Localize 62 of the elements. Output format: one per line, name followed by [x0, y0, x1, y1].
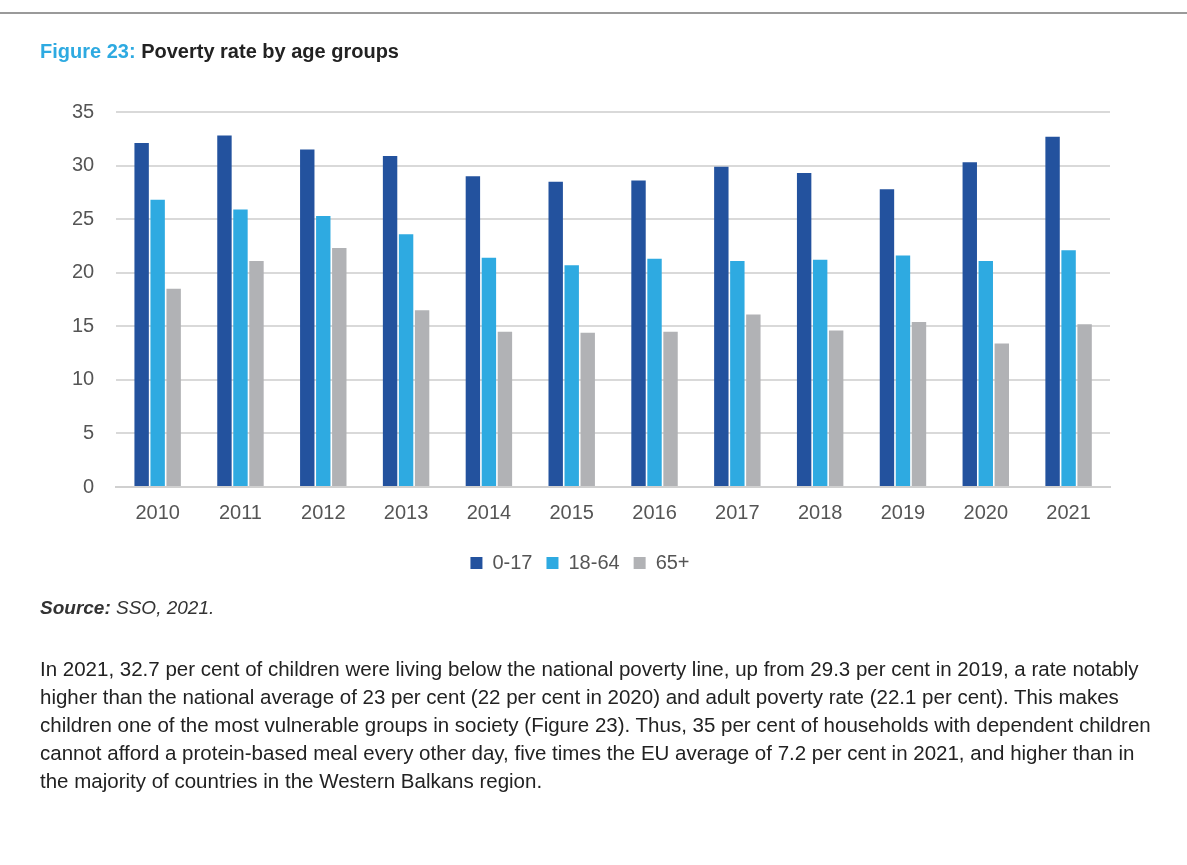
- bar: [911, 322, 927, 486]
- bar: [166, 288, 181, 486]
- bar: [481, 257, 497, 486]
- x-tick-label: 2012: [301, 500, 346, 523]
- x-tick-label: 2017: [715, 500, 760, 523]
- x-tick-label: 2020: [963, 500, 1009, 523]
- bar: [978, 260, 993, 486]
- x-tick-label: 2021: [1046, 500, 1091, 523]
- bar: [548, 181, 563, 486]
- bar: [994, 343, 1009, 486]
- y-tick-label: 35: [72, 99, 95, 122]
- y-tick-label: 20: [72, 260, 95, 283]
- bar: [497, 331, 513, 486]
- bar: [812, 259, 828, 486]
- bar: [300, 149, 315, 486]
- text: In 2021, 32.7 per cent of children were living below the national poverty line, up from 29.3 per cent in 2019, a rate notably higher than the national average of 23 per cent (22 per cent in 2020) and adult poverty rate (22.1 per cent). This makes children one of the most vulnerable groups in society (Figure 23). Thus, 35 per cent of households with dependent children cannot afford a protein-based meal every other day, five times the EU average of 7.2 per cent in 2021, and higher than in the majority of countries in the Western Balkans region.: [40, 656, 1152, 794]
- bar: [962, 162, 977, 486]
- bar: [414, 310, 430, 486]
- bar: [249, 260, 264, 486]
- x-tick-label: 2010: [135, 500, 180, 523]
- bar: [796, 173, 812, 486]
- x-tick-label: 2019: [880, 500, 926, 523]
- bar: [714, 166, 729, 486]
- bar: [465, 176, 481, 486]
- bar: [1061, 250, 1076, 486]
- x-tick-label: 2015: [549, 500, 594, 523]
- bar: [134, 143, 149, 486]
- bar: [879, 189, 895, 486]
- legend-label: 18-64: [568, 550, 620, 573]
- bar: [895, 255, 911, 486]
- bar: [663, 331, 678, 486]
- bar: [580, 332, 595, 486]
- legend-label: 0-17: [492, 550, 533, 573]
- y-tick-label: 15: [72, 313, 95, 336]
- legend-label: 65+: [655, 550, 690, 573]
- x-tick-label: 2016: [632, 500, 677, 523]
- bar: [398, 234, 414, 486]
- bar: [233, 209, 248, 486]
- bar: [150, 199, 165, 486]
- chart-title: Figure 23: Poverty rate by age groups: [40, 40, 399, 63]
- y-tick-label: 5: [83, 420, 95, 443]
- x-tick-label: 2011: [218, 500, 262, 523]
- bar: [828, 330, 844, 486]
- bar: [217, 135, 232, 486]
- bar: [316, 215, 331, 486]
- bar: [746, 314, 761, 486]
- bar: [647, 258, 662, 486]
- bar: [1077, 324, 1092, 486]
- x-tick-label: 2014: [466, 500, 512, 523]
- x-tick-label: 2013: [383, 500, 429, 523]
- bar: [1045, 136, 1060, 486]
- y-tick-label: 0: [83, 474, 95, 497]
- bar: [631, 180, 646, 486]
- y-tick-label: 30: [72, 153, 95, 176]
- bar: [564, 265, 579, 486]
- x-tick-label: 2018: [797, 500, 843, 523]
- y-tick-label: 25: [72, 206, 95, 229]
- y-tick-label: 10: [72, 367, 95, 390]
- bar: [730, 260, 745, 486]
- source-note: Source: SSO, 2021.: [40, 597, 215, 619]
- bar: [332, 248, 347, 486]
- bar: [382, 155, 398, 486]
